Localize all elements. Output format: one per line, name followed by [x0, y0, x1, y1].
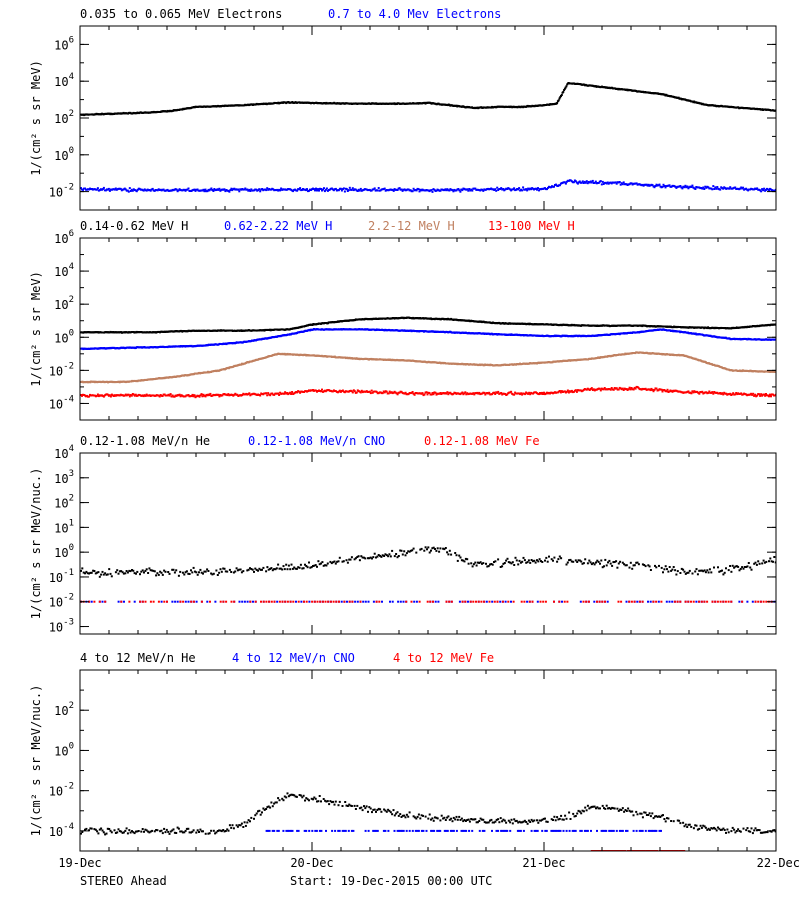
y-axis-label: 1/(cm² s sr MeV) — [29, 60, 43, 176]
legend-entry: 2.2-12 MeV H — [368, 219, 455, 233]
x-tick-label: 20-Dec — [290, 856, 333, 870]
series-3-1 — [80, 546, 776, 578]
y-tick-label: 10-2 — [49, 183, 74, 200]
y-tick-label: 100 — [54, 146, 74, 163]
y-tick-label: 10-2 — [49, 361, 74, 378]
y-axis-label: 1/(cm² s sr MeV/nuc.) — [29, 685, 43, 837]
series-3-3 — [80, 600, 773, 603]
legend-entry: 0.12-1.08 MeV/n CNO — [248, 434, 385, 448]
legend-entry: 0.12-1.08 MeV/n He — [80, 434, 210, 448]
y-tick-label: 103 — [54, 469, 74, 486]
series-1-2 — [80, 179, 776, 193]
y-tick-label: 100 — [54, 741, 74, 758]
legend-entry: 4 to 12 MeV/n He — [80, 651, 196, 665]
legend-entry: 0.035 to 0.065 MeV Electrons — [80, 7, 282, 21]
x-tick-label: 21-Dec — [522, 856, 565, 870]
y-tick-label: 104 — [54, 72, 74, 89]
y-tick-label: 101 — [54, 518, 74, 535]
start-time-label: Start: 19-Dec-2015 00:00 UTC — [290, 874, 493, 888]
series-2-1 — [80, 316, 776, 334]
x-tick-label: 19-Dec — [58, 856, 101, 870]
y-tick-label: 102 — [54, 295, 74, 312]
y-tick-label: 100 — [54, 328, 74, 345]
series-1-1 — [80, 82, 776, 117]
series-2-4 — [80, 385, 776, 399]
y-tick-label: 10-4 — [49, 394, 74, 411]
y-tick-label: 10-2 — [49, 782, 74, 799]
panel-frame — [79, 452, 777, 635]
panel-3: 10-3 10-2 10-1 100 101 102 103 104 1/(cm² s sr M… — [29, 434, 777, 635]
y-tick-label: 106 — [54, 229, 74, 246]
y-tick-label: 106 — [54, 35, 74, 52]
y-tick-label: 10-3 — [49, 618, 74, 635]
series-4-1 — [80, 792, 776, 836]
y-tick-label: 10-4 — [49, 822, 74, 839]
legend-entry: 4 to 12 MeV Fe — [393, 651, 494, 665]
legend-entry: 0.12-1.08 MeV Fe — [424, 434, 540, 448]
y-tick-label: 10-1 — [49, 568, 74, 585]
spacecraft-label: STEREO Ahead — [80, 874, 167, 888]
y-axis-label: 1/(cm² s sr MeV/nuc.) — [29, 468, 43, 620]
panel-2: 10-4 10-2 100 102 104 106 1/(cm² s sr MeV) 0.14… — [29, 219, 777, 421]
series-2-2 — [80, 328, 776, 351]
y-tick-label: 102 — [54, 494, 74, 511]
legend-entry: 4 to 12 MeV/n CNO — [232, 651, 355, 665]
y-tick-label: 102 — [54, 109, 74, 126]
y-tick-label: 102 — [54, 701, 74, 718]
legend-entry: 0.7 to 4.0 Mev Electrons — [328, 7, 501, 21]
panel-1: 10-2 100 102 104 106 1/(cm² s sr MeV) 0.035 to… — [29, 7, 777, 211]
legend-entry: 13-100 MeV H — [488, 219, 575, 233]
series-2-3 — [80, 351, 776, 384]
legend-entry: 0.62-2.22 MeV H — [224, 219, 332, 233]
y-axis-label: 1/(cm² s sr MeV) — [29, 271, 43, 387]
y-tick-label: 104 — [54, 262, 74, 279]
y-tick-label: 100 — [54, 543, 74, 560]
y-tick-label: 10-2 — [49, 593, 74, 610]
panel-frame — [79, 669, 777, 852]
legend-entry: 0.14-0.62 MeV H — [80, 219, 188, 233]
x-tick-label: 22-Dec — [757, 856, 800, 870]
series-4-2 — [265, 829, 662, 832]
y-tick-label: 104 — [54, 444, 74, 461]
panel-frame — [79, 25, 777, 211]
panel-4: 10-4 10-2 100 102 1/(cm² s sr MeV/nuc.) 4 to … — [29, 651, 777, 852]
